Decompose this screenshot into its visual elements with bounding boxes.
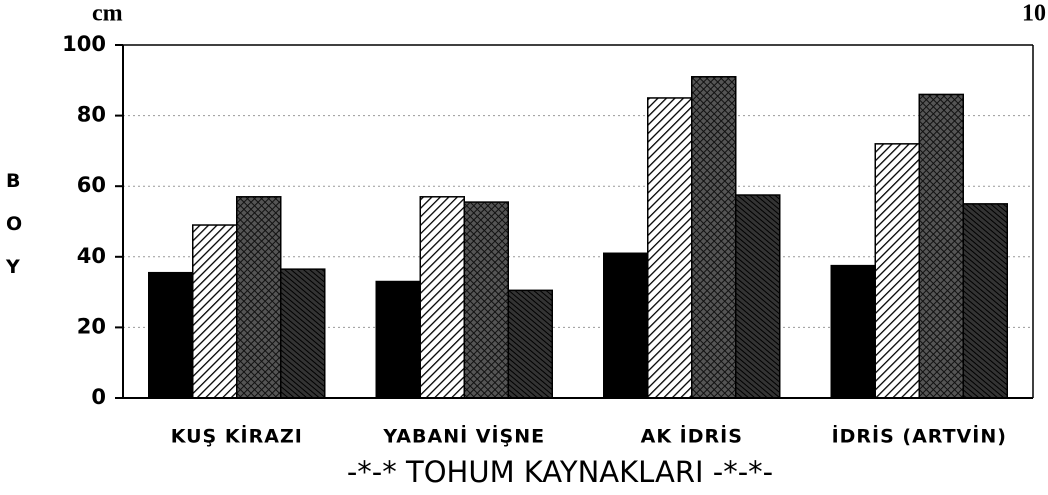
x-axis-label: -*-* TOHUM KAYNAKLARI -*-*-: [347, 455, 773, 489]
bar: [830, 264, 876, 399]
unit-label: cm: [92, 1, 123, 27]
page-number: 10: [1022, 1, 1046, 27]
y-tick-label: 20: [77, 314, 106, 338]
bar: [192, 224, 238, 399]
bar: [375, 280, 421, 399]
bar: [918, 93, 964, 399]
bar: [603, 252, 649, 399]
y-axis-label: BOY: [6, 170, 23, 278]
y-tick-label: 80: [77, 103, 106, 127]
x-tick-label: YABANİ VİŞNE: [382, 424, 545, 448]
bar: [463, 201, 509, 399]
x-tick-label: KUŞ KİRAZI: [171, 424, 303, 448]
bar: [148, 271, 194, 399]
y-tick-label: 60: [77, 173, 106, 197]
bar: [507, 289, 553, 399]
y-tick-label: 100: [62, 32, 106, 56]
bar: [647, 97, 693, 399]
bar: [280, 268, 326, 399]
y-tick-label: 40: [77, 244, 106, 268]
y-tick-label: 0: [91, 385, 106, 409]
bar: [735, 194, 781, 399]
bar: [419, 196, 465, 399]
x-tick-label: İDRİS (ARTVİN): [832, 424, 1007, 448]
bar: [236, 196, 282, 399]
x-tick-label: AK İDRİS: [641, 424, 743, 448]
bar: [874, 143, 920, 399]
bar: [962, 203, 1008, 399]
bar: [691, 76, 737, 399]
